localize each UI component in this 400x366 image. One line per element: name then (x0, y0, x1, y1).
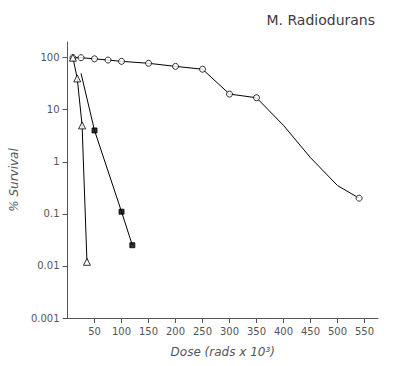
svg-text:150: 150 (139, 326, 158, 337)
svg-text:1: 1 (53, 156, 59, 167)
svg-text:350: 350 (247, 326, 266, 337)
svg-text:0.1: 0.1 (44, 208, 60, 219)
svg-text:0.001: 0.001 (31, 313, 60, 324)
svg-text:0.01: 0.01 (37, 260, 59, 271)
svg-text:400: 400 (274, 326, 293, 337)
svg-text:200: 200 (166, 326, 185, 337)
svg-text:300: 300 (220, 326, 239, 337)
svg-text:100: 100 (40, 52, 59, 63)
svg-text:550: 550 (355, 326, 374, 337)
svg-text:450: 450 (301, 326, 320, 337)
svg-text:% Survival: % Survival (7, 148, 21, 212)
svg-text:250: 250 (193, 326, 212, 337)
svg-text:Dose (rads x 10³): Dose (rads x 10³) (171, 345, 275, 359)
svg-text:M. Radiodurans: M. Radiodurans (266, 12, 375, 28)
svg-text:100: 100 (112, 326, 131, 337)
svg-text:500: 500 (328, 326, 347, 337)
svg-text:10: 10 (47, 104, 60, 115)
svg-text:50: 50 (88, 326, 101, 337)
